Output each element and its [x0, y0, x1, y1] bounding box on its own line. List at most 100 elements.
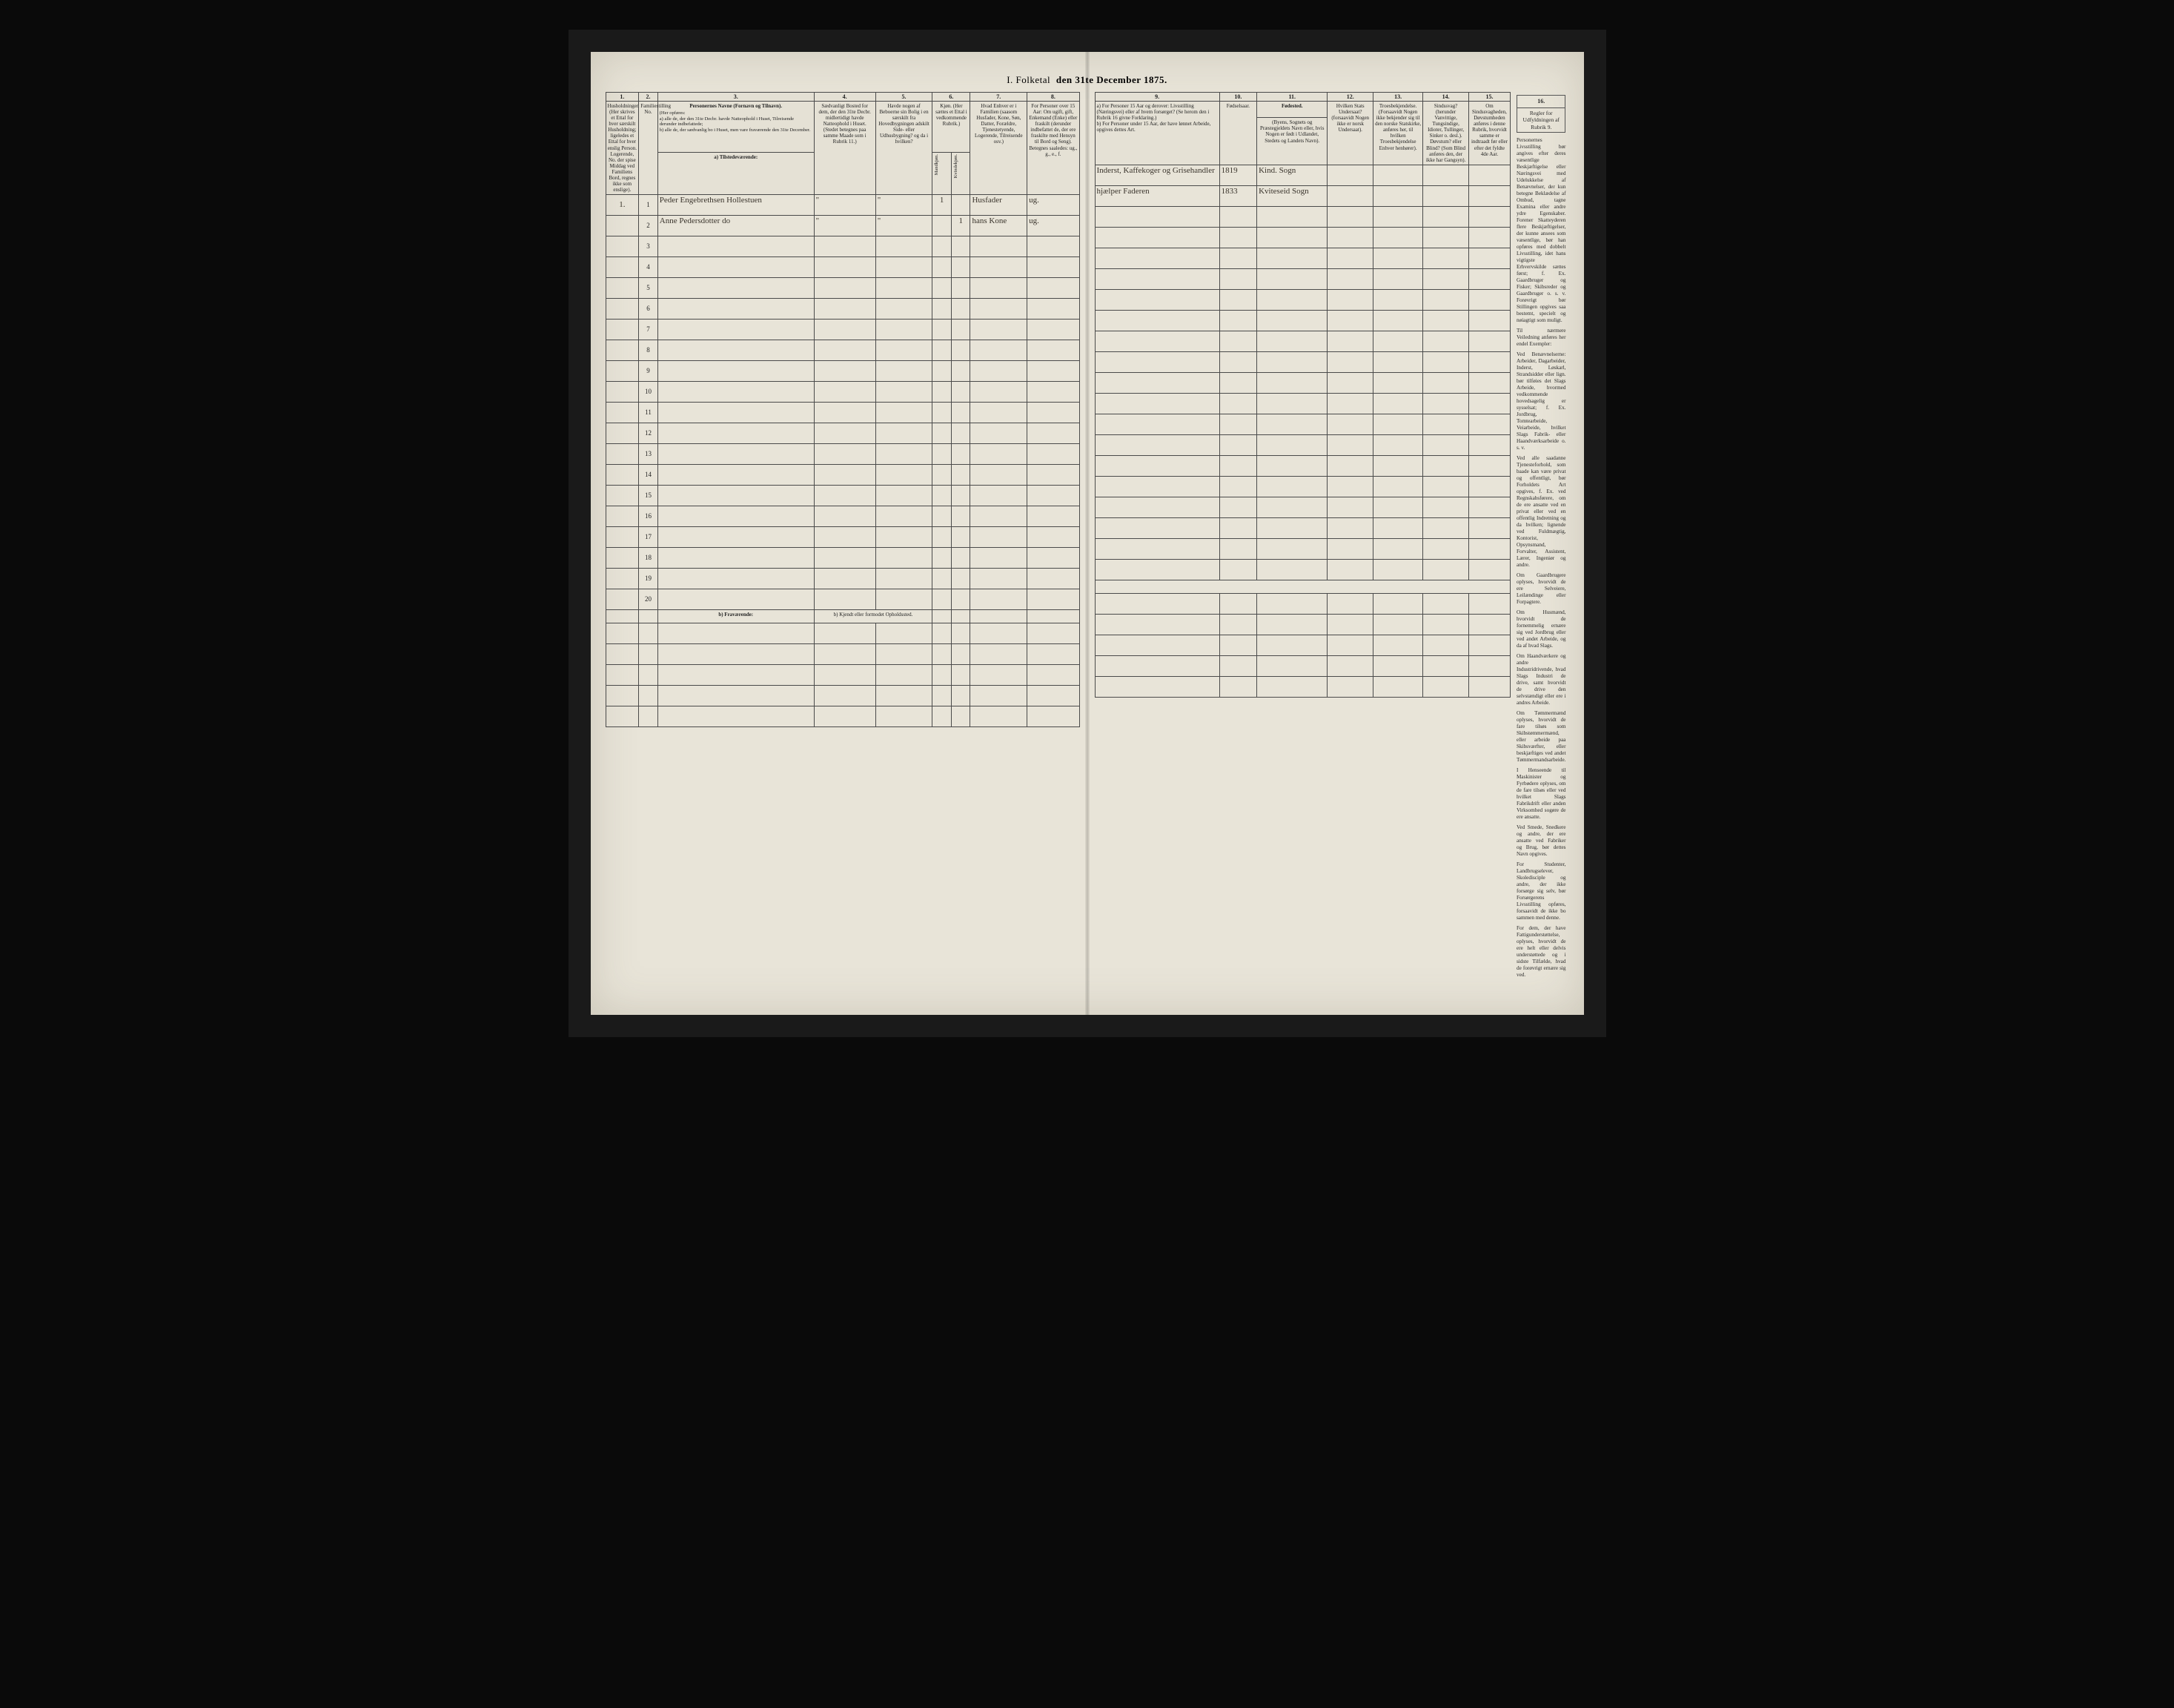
col6-head: Kjøn. (Her sættes et Ettal i vedkommende…: [932, 102, 970, 153]
household-cell: [606, 277, 639, 298]
fam-cell: Husfader: [970, 194, 1027, 215]
born-cell: [1219, 372, 1256, 393]
born-cell: [1219, 268, 1256, 289]
sex-k: [951, 402, 970, 423]
civ-cell: [1027, 381, 1079, 402]
name-cell: [657, 340, 814, 360]
name-cell: Anne Pedersdotter do: [657, 215, 814, 236]
c5-cell: [875, 298, 932, 319]
table-row: 19: [606, 568, 1079, 589]
born-cell: [1219, 248, 1256, 268]
civ-cell: [1027, 526, 1079, 547]
fam-cell: [970, 547, 1027, 568]
place-cell: [1257, 476, 1328, 497]
table-row: 2Anne Pedersdotter do""1hans Koneug.: [606, 215, 1079, 236]
col11-head: (Byens, Sognets og Præstegjeldets Navn e…: [1257, 118, 1328, 165]
col6a: Mandkjøn.: [932, 152, 952, 194]
sex-k: [951, 360, 970, 381]
civ-cell: ug.: [1027, 215, 1079, 236]
name-cell: [657, 360, 814, 381]
sex-k: [951, 298, 970, 319]
col6b: Kvindekjøn.: [951, 152, 970, 194]
occ-cell: [1095, 434, 1219, 455]
civ-cell: [1027, 464, 1079, 485]
table-row: 11: [606, 402, 1079, 423]
occ-cell: [1095, 227, 1219, 248]
table-row: [1095, 206, 1511, 227]
instruction-paragraph: Om Tømmermænd oplyses, hvorvidt de fare …: [1517, 710, 1565, 764]
name-cell: [657, 506, 814, 526]
table-row: [1095, 331, 1511, 351]
sex-k: [951, 485, 970, 506]
instruction-paragraph: Ved alle saadanne Tjenesteforhold, som b…: [1517, 455, 1565, 569]
c4-cell: [814, 256, 875, 277]
place-cell: [1257, 434, 1328, 455]
fam-cell: [970, 360, 1027, 381]
fam-cell: [970, 568, 1027, 589]
civ-cell: [1027, 547, 1079, 568]
fam-cell: [970, 526, 1027, 547]
sex-k: [951, 443, 970, 464]
sex-m: [932, 526, 952, 547]
sex-m: [932, 402, 952, 423]
c5-cell: [875, 423, 932, 443]
sex-m: [932, 340, 952, 360]
household-cell: [606, 360, 639, 381]
table-row: 3: [606, 236, 1079, 256]
sex-k: [951, 256, 970, 277]
person-no: 7: [639, 319, 658, 340]
header-row-1: Husholdninger. (Her skrives et Ettal for…: [606, 102, 1079, 153]
table-row: 15: [606, 485, 1079, 506]
table-row: Inderst, Kaffekoger og Grisehandler1819K…: [1095, 165, 1511, 185]
sex-m: [932, 506, 952, 526]
name-cell: Peder Engebrethsen Hollestuen: [657, 194, 814, 215]
instruction-paragraph: For Studenter, Landbrugselever, Skoledis…: [1517, 861, 1565, 921]
household-cell: [606, 547, 639, 568]
civ-cell: [1027, 277, 1079, 298]
name-cell: [657, 381, 814, 402]
household-cell: [606, 381, 639, 402]
person-no: 1: [639, 194, 658, 215]
col11-head-top: Fødested.: [1257, 102, 1328, 118]
table-row: 5: [606, 277, 1079, 298]
sex-k: [951, 277, 970, 298]
col12-head: Hvilken Stats Undersaat? (forsaavidt Nog…: [1328, 102, 1373, 165]
table-row: 13: [606, 443, 1079, 464]
sex-m: [932, 381, 952, 402]
place-cell: [1257, 289, 1328, 310]
sex-k: [951, 319, 970, 340]
person-no: 4: [639, 256, 658, 277]
sex-m: [932, 589, 952, 609]
occ-cell: [1095, 414, 1219, 434]
civ-cell: [1027, 485, 1079, 506]
household-cell: [606, 485, 639, 506]
household-cell: [606, 319, 639, 340]
civ-cell: [1027, 589, 1079, 609]
c5-cell: ": [875, 215, 932, 236]
table-row: 6: [606, 298, 1079, 319]
person-no: 3: [639, 236, 658, 256]
born-cell: [1219, 455, 1256, 476]
sex-m: [932, 298, 952, 319]
table-row: [1095, 476, 1511, 497]
sex-m: [932, 360, 952, 381]
sex-m: 1: [932, 194, 952, 215]
civ-cell: [1027, 423, 1079, 443]
c5-cell: [875, 360, 932, 381]
c5-cell: [875, 256, 932, 277]
table-row: 14: [606, 464, 1079, 485]
col4-head: Sædvanligt Bosted for dem, der den 31te …: [814, 102, 875, 195]
sex-m: [932, 485, 952, 506]
c4-cell: [814, 360, 875, 381]
sex-k: [951, 194, 970, 215]
fam-cell: [970, 402, 1027, 423]
c5-cell: [875, 464, 932, 485]
place-cell: Kind. Sogn: [1257, 165, 1328, 185]
sex-m: [932, 215, 952, 236]
name-cell: [657, 589, 814, 609]
sex-k: [951, 506, 970, 526]
table-row: 17: [606, 526, 1079, 547]
place-cell: [1257, 497, 1328, 517]
sex-k: [951, 381, 970, 402]
sex-k: [951, 568, 970, 589]
